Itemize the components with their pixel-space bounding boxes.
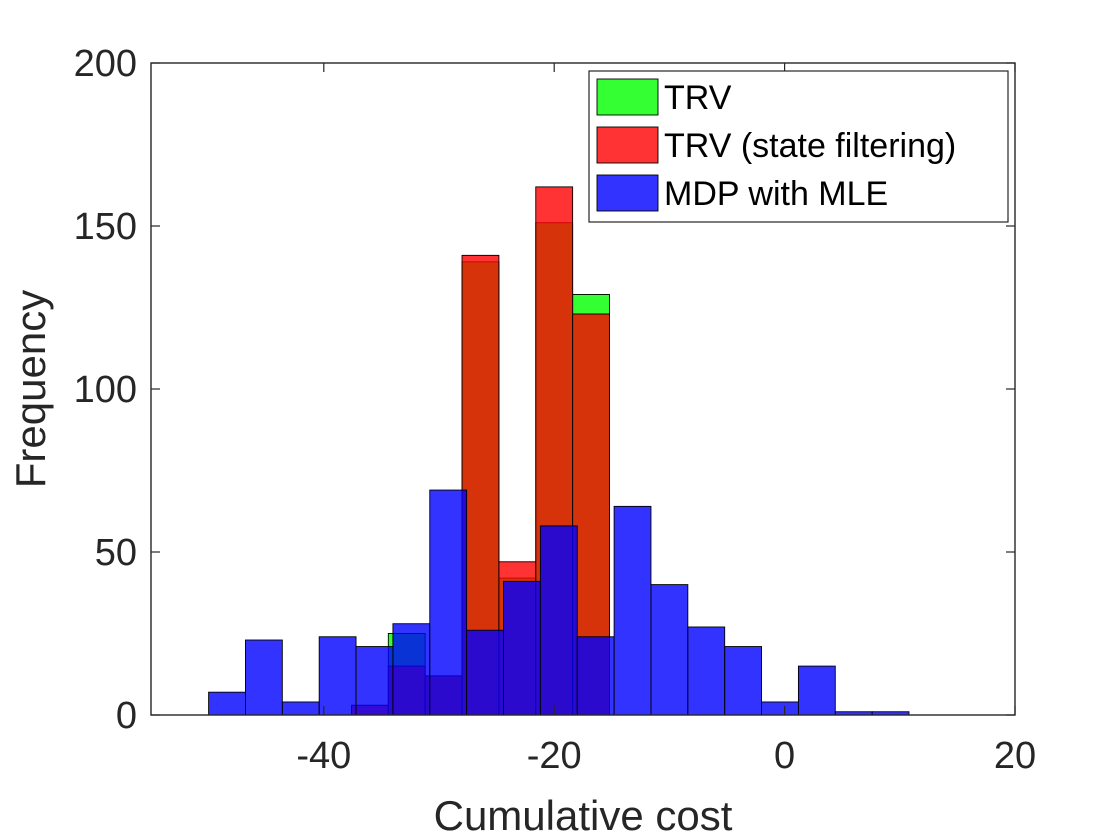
legend-swatch-1 [596, 126, 659, 164]
bar-series-2-bin-13 [687, 626, 726, 716]
bar-series-2-bin-9 [539, 525, 578, 716]
bar-series-2-bin-4 [355, 646, 394, 716]
legend-swatch-2 [596, 174, 659, 212]
bar-series-2-bin-7 [466, 629, 504, 716]
bar-series-2-bin-14 [724, 646, 763, 716]
bar-series-2-bin-12 [650, 584, 689, 716]
legend: TRV TRV (state filtering) MDP with MLE [588, 70, 1009, 223]
bar-series-2-bin-15 [761, 701, 799, 716]
bar-series-2-bin-16 [797, 665, 836, 716]
legend-label-1: TRV (state filtering) [664, 127, 956, 165]
bars-layer [208, 186, 910, 716]
y-axis-title: Frequency [7, 290, 54, 488]
x-axis-title: Cumulative cost [434, 792, 733, 839]
bar-series-2-bin-0 [208, 691, 246, 716]
bar-series-2-bin-2 [281, 701, 320, 716]
y-tick-label: 0 [116, 695, 137, 737]
x-tick-label: -40 [296, 735, 351, 777]
x-tick-label: 20 [994, 735, 1036, 777]
y-tick-label: 150 [74, 206, 137, 248]
legend-box [588, 70, 1009, 223]
x-tick-label: 0 [774, 735, 795, 777]
x-tick-label: -20 [527, 735, 582, 777]
legend-label-2: MDP with MLE [664, 175, 888, 213]
bar-series-2-bin-5 [392, 623, 431, 716]
bar-series-2-bin-8 [503, 580, 541, 716]
y-tick-label: 200 [74, 43, 137, 85]
bar-series-2-bin-3 [318, 636, 357, 716]
bar-series-2-bin-11 [613, 505, 652, 716]
y-tick-label: 100 [74, 369, 137, 411]
bar-series-2-bin-10 [576, 636, 615, 716]
legend-swatch-0 [596, 78, 659, 116]
y-tick-label: 50 [95, 532, 137, 574]
bar-series-2-bin-1 [245, 639, 283, 716]
legend-label-0: TRV [664, 79, 732, 117]
bar-series-2-bin-6 [429, 489, 468, 716]
series-2-bars [208, 489, 910, 716]
